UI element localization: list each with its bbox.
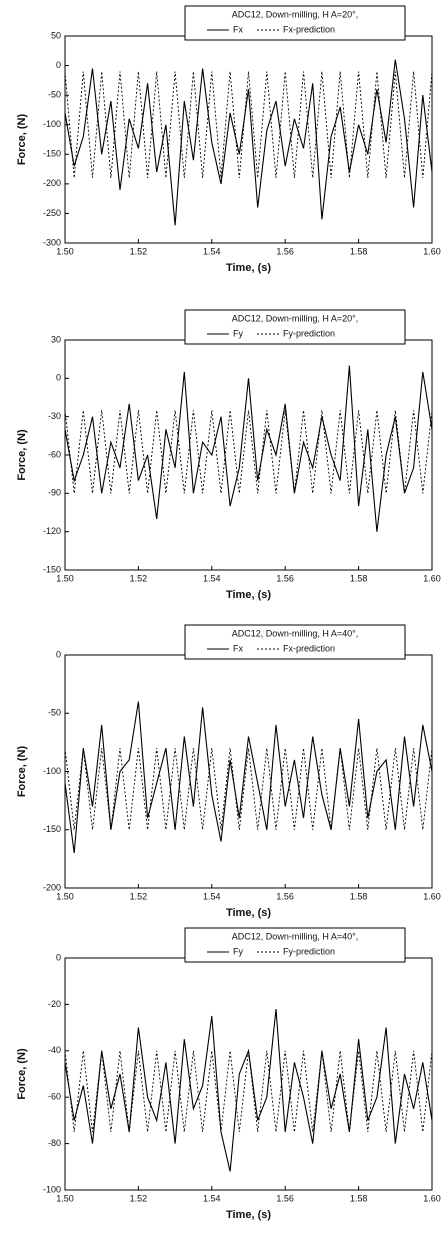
x-tick-label: 1.54 xyxy=(203,1193,221,1203)
y-tick-label: -30 xyxy=(48,411,61,421)
x-tick-label: 1.52 xyxy=(130,246,148,256)
legend-box xyxy=(184,927,406,963)
x-tick-label: 1.56 xyxy=(276,573,294,583)
x-tick-label: 1.58 xyxy=(350,891,368,901)
series-line xyxy=(64,748,433,830)
legend-label: Fx-prediction xyxy=(283,24,335,34)
y-axis-label: Force, (N) xyxy=(16,113,28,165)
legend-label: Fy-prediction xyxy=(283,328,335,338)
y-axis-label: Force, (N) xyxy=(16,1048,28,1100)
y-tick-label: -90 xyxy=(48,488,61,498)
y-tick-label: -50 xyxy=(48,90,61,100)
x-axis-label: Time, (s) xyxy=(226,262,271,274)
y-tick-label: -300 xyxy=(43,237,61,247)
series-line xyxy=(64,59,433,226)
series-line xyxy=(64,365,433,532)
x-axis-label: Time, (s) xyxy=(226,1209,271,1221)
y-tick-label: -150 xyxy=(43,564,61,574)
y-tick-label: 30 xyxy=(51,334,61,344)
x-tick-label: 1.56 xyxy=(276,1193,294,1203)
y-tick-label: 0 xyxy=(56,952,61,962)
x-tick-label: 1.58 xyxy=(350,573,368,583)
y-axis-label: Force, (N) xyxy=(16,429,28,481)
series-line xyxy=(64,1050,433,1133)
legend-label: Fx xyxy=(233,24,243,34)
y-tick-label: -60 xyxy=(48,449,61,459)
chart-title: ADC12, Down-milling, H A=40°, xyxy=(232,931,358,941)
plot-frame xyxy=(64,35,433,244)
y-tick-label: -150 xyxy=(43,824,61,834)
y-tick-label: -80 xyxy=(48,1138,61,1148)
series-line xyxy=(64,410,433,494)
x-tick-label: 1.58 xyxy=(350,246,368,256)
x-axis-label: Time, (s) xyxy=(226,589,271,601)
y-tick-label: -40 xyxy=(48,1045,61,1055)
x-tick-label: 1.52 xyxy=(130,891,148,901)
x-tick-label: 1.50 xyxy=(56,246,74,256)
series-line xyxy=(64,71,433,178)
y-tick-label: -60 xyxy=(48,1092,61,1102)
x-tick-label: 1.50 xyxy=(56,573,74,583)
legend-label: Fy xyxy=(233,328,243,338)
y-tick-label: -120 xyxy=(43,526,61,536)
legend-box xyxy=(184,309,406,345)
chart-title: ADC12, Down-milling, H A=20°, xyxy=(232,313,358,323)
y-tick-label: -200 xyxy=(43,882,61,892)
x-tick-label: 1.58 xyxy=(350,1193,368,1203)
plot-frame xyxy=(64,339,433,571)
x-axis-label: Time, (s) xyxy=(226,907,271,919)
y-tick-label: -20 xyxy=(48,999,61,1009)
legend-label: Fy-prediction xyxy=(283,946,335,956)
legend-label: Fx xyxy=(233,643,243,653)
y-axis-label: Force, (N) xyxy=(16,745,28,797)
legend-box xyxy=(184,624,406,660)
x-tick-label: 1.50 xyxy=(56,1193,74,1203)
x-tick-label: 1.56 xyxy=(276,891,294,901)
x-tick-label: 1.54 xyxy=(203,891,221,901)
legend-box xyxy=(184,5,406,41)
legend-label: Fx-prediction xyxy=(283,643,335,653)
series-line xyxy=(64,701,433,854)
x-tick-label: 1.54 xyxy=(203,573,221,583)
chart-title: ADC12, Down-milling, H A=40°, xyxy=(232,628,358,638)
x-tick-label: 1.54 xyxy=(203,246,221,256)
x-tick-label: 1.50 xyxy=(56,891,74,901)
y-tick-label: -150 xyxy=(43,149,61,159)
y-tick-label: 0 xyxy=(56,60,61,70)
y-tick-label: 0 xyxy=(56,373,61,383)
legend-label: Fy xyxy=(233,946,243,956)
x-tick-label: 1.52 xyxy=(130,1193,148,1203)
x-tick-label: 1.60 xyxy=(423,246,441,256)
series-line xyxy=(64,1008,433,1172)
x-tick-label: 1.60 xyxy=(423,891,441,901)
y-tick-label: -50 xyxy=(48,708,61,718)
y-tick-label: -100 xyxy=(43,1184,61,1194)
y-tick-label: -100 xyxy=(43,766,61,776)
y-tick-label: -100 xyxy=(43,119,61,129)
y-tick-label: 0 xyxy=(56,649,61,659)
y-tick-label: -250 xyxy=(43,208,61,218)
x-tick-label: 1.52 xyxy=(130,573,148,583)
x-tick-label: 1.60 xyxy=(423,1193,441,1203)
x-tick-label: 1.56 xyxy=(276,246,294,256)
chart-title: ADC12, Down-milling, H A=20°, xyxy=(232,9,358,19)
y-tick-label: -200 xyxy=(43,178,61,188)
y-tick-label: 50 xyxy=(51,30,61,40)
x-tick-label: 1.60 xyxy=(423,573,441,583)
